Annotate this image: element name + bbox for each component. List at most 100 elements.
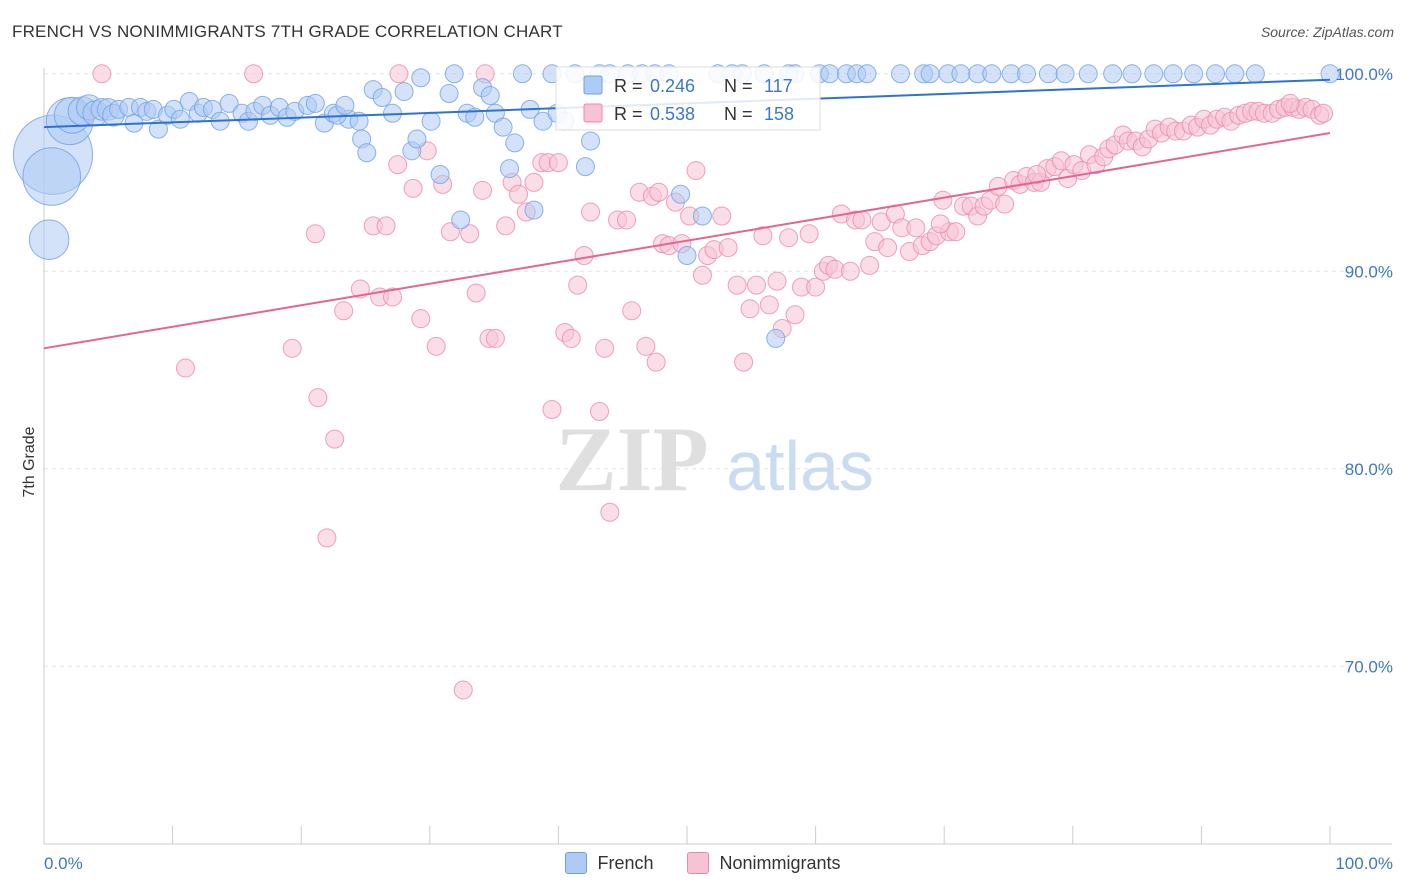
nonimmigrants-point xyxy=(649,182,669,202)
nonimmigrants-point xyxy=(617,210,637,230)
nonimmigrants-point xyxy=(860,255,880,275)
french-point xyxy=(1184,64,1204,84)
french-point xyxy=(692,206,712,226)
nonimmigrants-point xyxy=(740,299,760,319)
french-point xyxy=(500,159,520,179)
french-point xyxy=(575,157,595,177)
legend-swatch-french xyxy=(565,852,588,874)
nonimmigrants-point xyxy=(933,190,953,210)
french-point xyxy=(444,64,464,84)
stats-r-value-nonimm: 0.538 xyxy=(650,104,695,124)
stats-box: R = 0.246 N = 117 R = 0.538 N = 158 xyxy=(555,66,821,131)
nonimmigrants-point xyxy=(946,222,966,242)
nonimmigrants-point xyxy=(244,64,264,84)
nonimmigrants-point xyxy=(878,238,898,258)
nonimmigrants-point xyxy=(426,336,446,356)
french-point xyxy=(1245,64,1265,84)
french-point xyxy=(766,328,786,348)
stats-n-label-french: N = xyxy=(724,76,753,96)
nonimmigrants-point xyxy=(759,295,779,315)
legend-item-french[interactable]: French xyxy=(565,852,653,874)
nonimmigrants-point xyxy=(785,305,805,325)
nonimmigrants-point xyxy=(561,328,581,348)
nonimmigrants-point xyxy=(389,64,409,84)
french-point xyxy=(1078,64,1098,84)
nonimmigrants-point xyxy=(548,153,568,173)
french-point xyxy=(1055,64,1075,84)
legend-item-nonimmigrants[interactable]: Nonimmigrants xyxy=(687,852,841,874)
nonimmigrants-point xyxy=(403,178,423,198)
nonimmigrants-point xyxy=(581,202,601,222)
nonimmigrants-point xyxy=(308,388,328,408)
french-point xyxy=(465,107,485,127)
nonimmigrants-point xyxy=(175,358,195,378)
french-point xyxy=(372,87,392,107)
nonimmigrants-point xyxy=(524,172,544,192)
watermark-atlas: atlas xyxy=(726,427,874,505)
y-axis-label: 7th Grade xyxy=(21,426,38,497)
french-point xyxy=(524,200,544,220)
french-point xyxy=(1225,64,1245,84)
french-point xyxy=(493,117,513,137)
nonimmigrants-point xyxy=(590,402,610,422)
french-point xyxy=(411,68,431,88)
nonimmigrants-point xyxy=(930,214,950,234)
nonimmigrants-point xyxy=(718,238,738,258)
french-point xyxy=(305,93,325,113)
nonimmigrants-point xyxy=(325,429,345,449)
nonimmigrants-point xyxy=(995,194,1015,214)
y-tick-labels: 70.0% 80.0% 90.0% 100.0% xyxy=(1335,65,1393,676)
french-point xyxy=(430,165,450,185)
french-point xyxy=(407,129,427,149)
nonimmigrants-point xyxy=(473,180,493,200)
french-point xyxy=(505,133,525,153)
nonimmigrants-point xyxy=(574,245,594,265)
nonimmigrants-point xyxy=(600,502,620,522)
nonimmigrants-point xyxy=(753,226,773,246)
legend-label-french: French xyxy=(597,852,654,873)
nonimmigrants-point xyxy=(595,338,615,358)
french-point xyxy=(1017,64,1037,84)
legend: French Nonimmigrants xyxy=(0,852,1406,874)
y-tick-label: 100.0% xyxy=(1335,65,1393,84)
nonimmigrants-point xyxy=(806,277,826,297)
nonimmigrants-point xyxy=(376,216,396,236)
nonimmigrants-point xyxy=(460,224,480,244)
french-point xyxy=(219,93,239,113)
nonimmigrants-point xyxy=(317,528,337,548)
x-tick-label-max: 100.0% xyxy=(1335,854,1393,873)
french-point xyxy=(920,64,940,84)
legend-swatch-nonimmigrants xyxy=(687,852,710,874)
nonimmigrants-point xyxy=(466,283,486,303)
nonimmigrants-point xyxy=(383,287,403,307)
french-point xyxy=(1103,64,1123,84)
nonimmigrants-point xyxy=(1280,93,1300,113)
stats-n-value-nonimm: 158 xyxy=(764,104,794,124)
french-point xyxy=(1206,64,1226,84)
french-point xyxy=(22,147,82,206)
french-point xyxy=(480,86,500,106)
nonimmigrants-point xyxy=(767,271,787,291)
nonimmigrants-point xyxy=(622,301,642,321)
french-point xyxy=(1122,64,1142,84)
nonimmigrants-points xyxy=(92,64,1334,700)
nonimmigrants-point xyxy=(411,309,431,329)
nonimmigrants-point xyxy=(734,352,754,372)
french-point xyxy=(512,64,532,84)
french-point xyxy=(1038,64,1058,84)
french-point xyxy=(335,95,355,115)
french-point xyxy=(951,64,971,84)
nonimmigrants-point xyxy=(852,210,872,230)
french-point xyxy=(28,219,70,260)
nonimmigrants-point xyxy=(646,352,666,372)
trendline-nonimmigrants xyxy=(43,132,1331,350)
watermark-zip: ZIP xyxy=(555,408,708,510)
french-point xyxy=(1320,64,1340,84)
nonimmigrants-point xyxy=(388,155,408,175)
legend-label-nonimmigrants: Nonimmigrants xyxy=(719,852,841,873)
french-point xyxy=(857,64,877,84)
nonimmigrants-point xyxy=(1314,103,1334,123)
x-tick-label-min: 0.0% xyxy=(44,854,83,873)
stats-n-value-french: 117 xyxy=(764,76,793,96)
nonimmigrants-point xyxy=(282,338,302,358)
